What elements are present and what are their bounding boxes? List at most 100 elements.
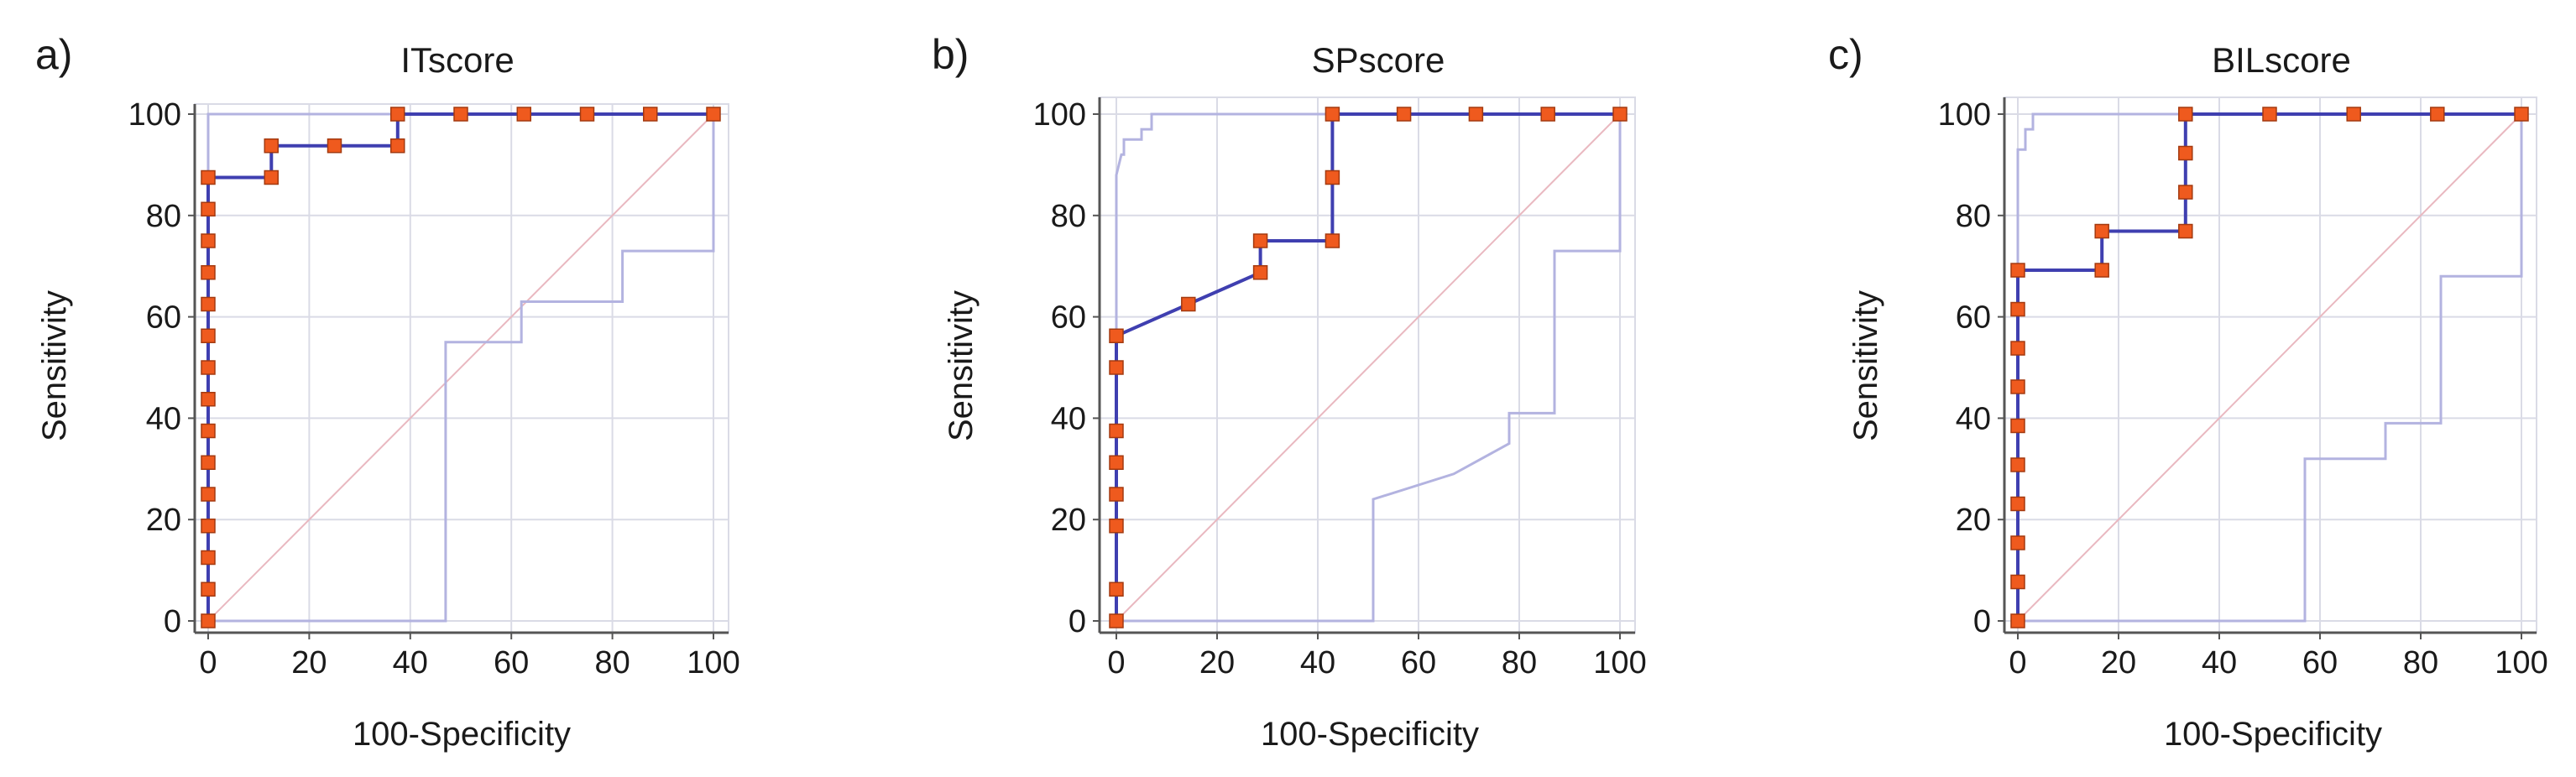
panel-b-roc-point	[1540, 107, 1555, 122]
panel-a-roc-point	[201, 581, 216, 597]
panel-b-roc-point	[1109, 423, 1124, 439]
panel-b-letter: b)	[932, 31, 969, 78]
panel-a-roc-point	[201, 487, 216, 502]
panel-b-roc-point	[1252, 265, 1268, 280]
panel-a-roc-point	[201, 519, 216, 534]
panel-c-xlabel: 100-Specificity	[2164, 716, 2382, 753]
panel-b-ytick-label: 20	[1051, 503, 1086, 538]
panel-a-ci-lower	[208, 114, 715, 623]
panel-c-ytick-label: 60	[1956, 300, 1991, 336]
panel-b-xtick-label: 0	[1107, 645, 1125, 681]
panel-a-reference-line	[207, 113, 714, 622]
panel-a-roc-point	[327, 138, 342, 154]
panel-a: a) ITscore Sensitivity 100-Specificity 0…	[35, 31, 740, 753]
panel-a-roc-point	[643, 107, 658, 122]
panel-a-roc-point	[390, 107, 405, 122]
panel-c-roc-point	[2178, 185, 2193, 200]
panel-c-roc-point	[2094, 223, 2109, 239]
panel-b-ci-lower	[1116, 114, 1622, 623]
panel-c-xtick-label: 20	[2101, 645, 2136, 681]
panel-b-ytick-label: 0	[1069, 604, 1086, 639]
panel-b-roc-point	[1181, 296, 1196, 312]
panel-b-xtick-label: 80	[1502, 645, 1537, 681]
panel-a-xtick-label: 0	[199, 645, 217, 681]
panel-b-roc-point	[1109, 519, 1124, 534]
panel-b-xtick-label: 60	[1401, 645, 1436, 681]
panel-a-roc-point	[201, 169, 216, 185]
panel-a-ylabel: Sensitivity	[36, 290, 73, 441]
panel-c-ytick-label: 0	[1973, 604, 1991, 639]
panel-a-roc-point	[201, 423, 216, 439]
panel-c-roc-point	[2010, 263, 2025, 278]
panel-b-roc-point	[1109, 328, 1124, 343]
panel-a-plot: 0 20 40 60 80 100 0 20 40 60 80 100	[128, 97, 740, 681]
panel-c-roc-point	[2178, 223, 2193, 239]
panel-a-xtick-label: 80	[594, 645, 630, 681]
panel-b-xtick-label: 100	[1593, 645, 1646, 681]
panel-a-xlabel: 100-Specificity	[353, 716, 571, 753]
panel-a-roc-point	[390, 138, 405, 154]
panel-b-xtick-label: 20	[1199, 645, 1235, 681]
panel-a-roc-point	[264, 138, 279, 154]
panel-a-ytick-label: 0	[164, 604, 181, 639]
panel-b-xlabel: 100-Specificity	[1261, 716, 1479, 753]
panel-a-roc-point	[201, 296, 216, 312]
panel-c-roc-point	[2010, 418, 2025, 434]
panel-b-reference-line	[1116, 113, 1621, 622]
panel-c-ytick-label: 80	[1956, 199, 1991, 234]
panel-c-xtick-label: 40	[2202, 645, 2237, 681]
panel-a-roc-point	[201, 360, 216, 375]
panel-a-roc-point	[201, 265, 216, 280]
panel-b-ytick-label: 60	[1051, 300, 1086, 336]
panel-c-roc-point	[2010, 341, 2025, 356]
panel-c-reference-line	[2017, 113, 2522, 622]
panel-b-ytick-label: 100	[1033, 97, 1086, 133]
panel-a-ytick-label: 20	[146, 503, 181, 538]
panel-c-ylabel: Sensitivity	[1847, 290, 1884, 441]
panel-a-roc-point	[201, 613, 216, 628]
panel-a-roc-point	[706, 107, 721, 122]
panel-b: b) SPscore Sensitivity 100-Specificity 0…	[932, 31, 1647, 753]
panel-a-ytick-label: 100	[128, 97, 181, 133]
panel-a-roc-point	[579, 107, 595, 122]
panel-b-roc-point	[1325, 169, 1340, 185]
panel-b-roc-point	[1325, 107, 1340, 122]
panel-a-roc-point	[201, 550, 216, 566]
panel-c-ytick-label: 40	[1956, 401, 1991, 436]
panel-c-roc-point	[2010, 496, 2025, 512]
panel-a-roc-point	[453, 107, 468, 122]
panel-c-roc-point	[2010, 379, 2025, 394]
panel-b-roc-point	[1109, 581, 1124, 597]
panel-c-roc-point	[2010, 301, 2025, 317]
panel-c-roc-point	[2010, 457, 2025, 472]
panel-a-xtick-label: 100	[687, 645, 739, 681]
panel-c-roc-point	[2514, 107, 2529, 122]
panel-c-roc-point	[2094, 263, 2109, 278]
panel-a-ytick-label: 80	[146, 199, 181, 234]
panel-c-xtick-label: 60	[2302, 645, 2338, 681]
panel-a-roc-point	[201, 233, 216, 248]
panel-b-title: SPscore	[1312, 40, 1445, 80]
panel-a-roc-point	[201, 392, 216, 407]
panel-a-xtick-label: 20	[291, 645, 327, 681]
panel-b-roc-point	[1468, 107, 1484, 122]
panel-a-title: ITscore	[400, 40, 514, 80]
panel-c-roc-point	[2178, 107, 2193, 122]
panel-c-ytick-label: 100	[1938, 97, 1991, 133]
panel-c-xtick-label: 0	[2009, 645, 2026, 681]
panel-c-roc-point	[2010, 613, 2025, 628]
panel-c-roc-point	[2178, 145, 2193, 161]
panel-b-roc-point	[1109, 455, 1124, 470]
panel-a-letter: a)	[35, 31, 72, 78]
panel-c-roc-point	[2430, 107, 2445, 122]
panel-c-roc-point	[2010, 574, 2025, 590]
panel-b-roc-point	[1325, 233, 1340, 248]
panel-c-frame	[2004, 96, 2537, 634]
panel-a-ytick-label: 40	[146, 401, 181, 436]
panel-a-roc-point	[201, 455, 216, 470]
panel-a-roc-point	[264, 169, 279, 185]
panel-a-xtick-label: 60	[494, 645, 529, 681]
panel-c-xtick-label: 100	[2495, 645, 2547, 681]
panel-c-xtick-label: 80	[2403, 645, 2438, 681]
